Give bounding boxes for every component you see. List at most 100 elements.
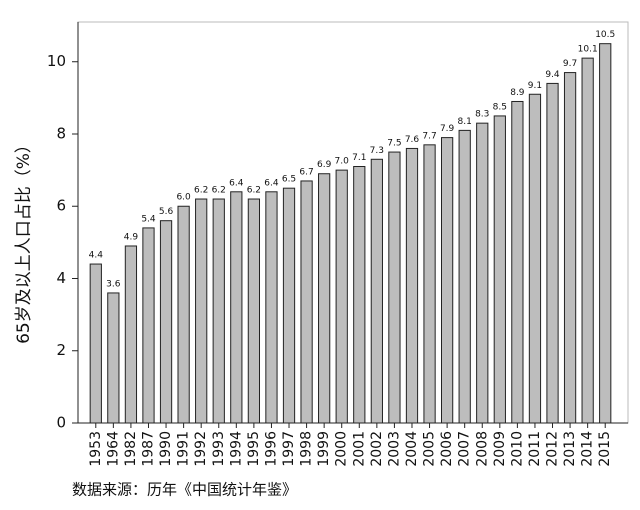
x-tick-label: 1993: [211, 431, 227, 467]
value-label: 8.9: [510, 88, 525, 98]
value-label: 7.0: [335, 157, 350, 167]
bar: [177, 205, 190, 424]
y-tick-label: 2: [56, 341, 66, 359]
bar: [195, 198, 208, 424]
x-tick-label: 1991: [176, 431, 192, 467]
value-label: 7.5: [387, 139, 401, 149]
x-tick-label: 2004: [404, 431, 420, 467]
value-label: 4.9: [124, 232, 139, 242]
bar: [370, 158, 383, 424]
x-tick-label: 1964: [105, 431, 121, 467]
value-label: 6.4: [264, 178, 279, 188]
bar: [212, 198, 225, 424]
value-label: 8.3: [475, 110, 489, 120]
x-tick-label: 1994: [228, 431, 244, 467]
bar: [405, 147, 419, 424]
x-tick-label: 2007: [457, 431, 473, 467]
value-label: 6.2: [247, 186, 261, 196]
value-label: 9.1: [528, 81, 542, 91]
value-label: 10.5: [595, 30, 615, 40]
bar: [476, 122, 489, 424]
x-tick-label: 2015: [597, 431, 613, 467]
bar: [546, 82, 559, 424]
bar: [528, 93, 542, 424]
value-label: 6.9: [317, 160, 332, 170]
bar: [599, 43, 612, 424]
bar: [563, 72, 577, 424]
bar: [335, 169, 348, 424]
y-tick-label: 0: [56, 414, 66, 432]
x-tick-label: 2010: [509, 431, 525, 467]
x-tick-label: 1996: [263, 431, 279, 467]
x-tick-label: 1995: [246, 431, 262, 467]
bar: [388, 151, 401, 424]
value-label: 7.1: [352, 153, 366, 163]
y-tick-label: 8: [56, 124, 66, 142]
x-tick-label: 2003: [386, 431, 402, 467]
bar: [300, 180, 313, 424]
x-tick-label: 2005: [422, 431, 438, 467]
value-label: 7.7: [422, 131, 436, 141]
bar: [440, 137, 454, 424]
value-label: 8.1: [458, 117, 472, 127]
value-label: 3.6: [106, 279, 121, 289]
x-tick-label: 1990: [158, 431, 174, 467]
bar: [124, 245, 138, 424]
x-tick-label: 1999: [316, 431, 332, 467]
value-label: 9.7: [563, 59, 577, 69]
bar: [458, 129, 471, 424]
value-label: 4.4: [89, 251, 104, 261]
x-tick-label: 2011: [527, 431, 543, 467]
x-tick-label: 2012: [545, 431, 561, 467]
x-tick-label: 2008: [474, 431, 490, 467]
x-tick-label: 1953: [88, 431, 104, 467]
value-label: 6.5: [282, 175, 296, 185]
y-tick-label: 10: [47, 52, 66, 70]
bar: [265, 191, 278, 424]
bar: [511, 100, 524, 424]
x-tick-label: 1998: [299, 431, 315, 467]
x-tick-label: 1987: [140, 431, 156, 467]
bar: [353, 166, 366, 424]
value-label: 7.6: [405, 135, 420, 145]
bar: [282, 187, 296, 424]
value-label: 10.1: [578, 45, 598, 55]
y-tick-label: 6: [56, 197, 66, 215]
bar: [493, 115, 506, 424]
value-label: 6.0: [176, 193, 191, 203]
x-tick-label: 2014: [580, 431, 596, 467]
x-tick-label: 2001: [351, 431, 367, 467]
value-label: 6.7: [299, 167, 313, 177]
y-tick-label: 4: [56, 269, 66, 287]
x-tick-label: 2013: [562, 431, 578, 467]
x-tick-label: 2002: [369, 431, 385, 467]
bar: [423, 144, 436, 424]
source-note: 数据来源：历年《中国统计年鉴》: [72, 481, 297, 499]
y-axis-label: 65岁及以上人口占比（%）: [14, 136, 34, 344]
x-tick-label: 1997: [281, 431, 297, 467]
value-label: 6.2: [212, 186, 226, 196]
x-tick-label: 2009: [492, 431, 508, 467]
x-tick-label: 2000: [334, 431, 350, 467]
x-tick-label: 1992: [193, 431, 209, 467]
bar: [107, 292, 120, 424]
bar: [142, 227, 155, 424]
value-label: 7.3: [370, 146, 384, 156]
value-label: 5.6: [159, 207, 174, 217]
bar: [318, 173, 331, 424]
x-tick-label: 2006: [439, 431, 455, 467]
bar: [581, 57, 594, 424]
value-label: 7.9: [440, 124, 455, 134]
value-label: 6.2: [194, 186, 208, 196]
value-label: 8.5: [493, 102, 507, 112]
bar: [159, 220, 173, 424]
value-label: 9.4: [545, 70, 560, 80]
bar: [247, 198, 261, 424]
x-tick-label: 1982: [123, 431, 139, 467]
bar: [89, 263, 102, 424]
bar: [230, 191, 243, 424]
value-label: 5.4: [141, 214, 156, 224]
value-label: 6.4: [229, 178, 244, 188]
